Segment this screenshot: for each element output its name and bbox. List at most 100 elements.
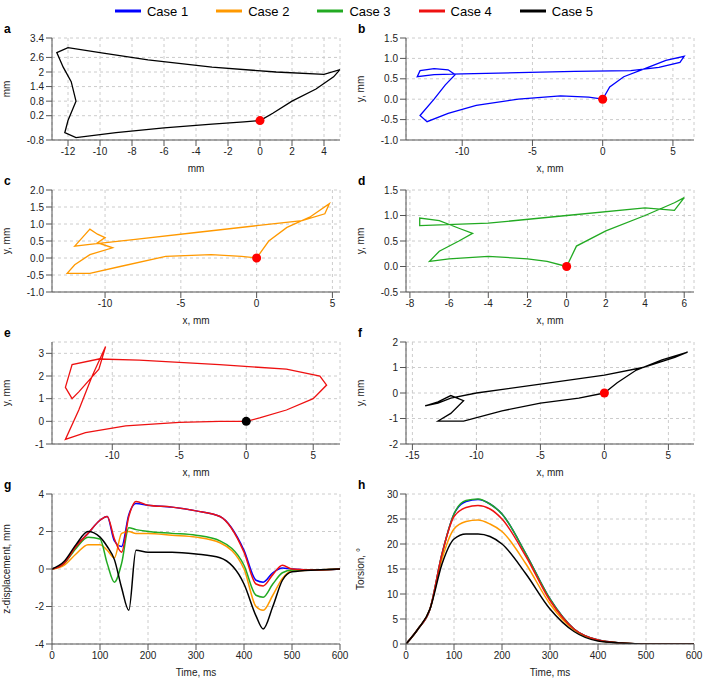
svg-text:1.4: 1.4 <box>30 81 44 92</box>
svg-text:2: 2 <box>38 67 44 78</box>
svg-text:2.0: 2.0 <box>30 185 44 196</box>
svg-text:mm: mm <box>1 81 12 98</box>
svg-text:Time, ms: Time, ms <box>176 667 217 678</box>
svg-text:Time, ms: Time, ms <box>530 667 571 678</box>
svg-text:0.0: 0.0 <box>30 253 44 264</box>
svg-text:y, mm: y, mm <box>355 228 366 254</box>
svg-text:-2: -2 <box>35 601 44 612</box>
svg-text:x, mm: x, mm <box>536 163 563 174</box>
svg-text:2: 2 <box>289 146 295 157</box>
svg-text:x, mm: x, mm <box>536 467 563 478</box>
svg-text:6: 6 <box>681 298 687 309</box>
svg-text:-5: -5 <box>176 298 185 309</box>
svg-text:-0.5: -0.5 <box>381 114 399 125</box>
svg-text:-2: -2 <box>523 298 532 309</box>
svg-text:1: 1 <box>38 393 44 404</box>
svg-text:500: 500 <box>638 650 655 661</box>
svg-text:600: 600 <box>332 650 349 661</box>
svg-text:-5: -5 <box>536 450 545 461</box>
svg-text:-8: -8 <box>128 146 137 157</box>
svg-text:500: 500 <box>284 650 301 661</box>
svg-text:-8: -8 <box>405 298 414 309</box>
svg-text:5: 5 <box>330 298 336 309</box>
svg-text:2: 2 <box>603 298 609 309</box>
svg-text:x, mm: x, mm <box>182 315 209 326</box>
svg-text:400: 400 <box>590 650 607 661</box>
svg-text:0.0: 0.0 <box>384 94 398 105</box>
svg-text:5: 5 <box>670 146 676 157</box>
svg-text:-15: -15 <box>405 450 420 461</box>
svg-text:0: 0 <box>38 416 44 427</box>
svg-text:y, mm: y, mm <box>1 380 12 406</box>
svg-text:mm: mm <box>188 163 205 174</box>
svg-text:0: 0 <box>403 650 409 661</box>
svg-text:0.2: 0.2 <box>30 110 44 121</box>
svg-text:1.0: 1.0 <box>30 219 44 230</box>
svg-text:x, mm: x, mm <box>536 315 563 326</box>
svg-text:-6: -6 <box>160 146 169 157</box>
svg-text:10: 10 <box>387 589 399 600</box>
svg-text:-5: -5 <box>175 450 184 461</box>
svg-text:-0.5: -0.5 <box>381 287 399 298</box>
svg-text:-1: -1 <box>389 413 398 424</box>
svg-text:-1.0: -1.0 <box>27 287 45 298</box>
svg-text:1.0: 1.0 <box>384 53 398 64</box>
svg-text:25: 25 <box>387 514 399 525</box>
svg-text:-10: -10 <box>469 450 484 461</box>
svg-text:-4: -4 <box>484 298 493 309</box>
svg-text:30: 30 <box>387 489 399 500</box>
svg-text:300: 300 <box>188 650 205 661</box>
svg-text:0.5: 0.5 <box>30 236 44 247</box>
svg-text:1: 1 <box>392 362 398 373</box>
svg-text:2: 2 <box>38 371 44 382</box>
svg-text:1.5: 1.5 <box>384 185 398 196</box>
svg-text:0: 0 <box>392 388 398 399</box>
svg-text:x, mm: x, mm <box>182 467 209 478</box>
svg-text:-4: -4 <box>192 146 201 157</box>
svg-text:5: 5 <box>666 450 672 461</box>
svg-text:-10: -10 <box>93 146 108 157</box>
svg-text:-4: -4 <box>35 639 44 650</box>
svg-text:0.8: 0.8 <box>30 96 44 107</box>
svg-text:0.0: 0.0 <box>384 261 398 272</box>
svg-text:0: 0 <box>257 146 263 157</box>
svg-text:2.6: 2.6 <box>30 52 44 63</box>
svg-text:0.5: 0.5 <box>384 73 398 84</box>
svg-text:-0.8: -0.8 <box>27 135 45 146</box>
svg-text:300: 300 <box>542 650 559 661</box>
svg-text:400: 400 <box>236 650 253 661</box>
svg-text:5: 5 <box>392 614 398 625</box>
svg-text:-2: -2 <box>389 439 398 450</box>
svg-text:0: 0 <box>38 564 44 575</box>
svg-text:y, mm: y, mm <box>355 76 366 102</box>
svg-text:-0.5: -0.5 <box>27 270 45 281</box>
svg-text:Torsion, °: Torsion, ° <box>355 548 366 590</box>
svg-text:20: 20 <box>387 539 399 550</box>
svg-text:z-displacement, mm: z-displacement, mm <box>1 524 12 613</box>
svg-text:-6: -6 <box>445 298 454 309</box>
svg-text:2: 2 <box>38 526 44 537</box>
svg-text:4: 4 <box>642 298 648 309</box>
svg-text:3: 3 <box>38 348 44 359</box>
svg-text:-12: -12 <box>61 146 76 157</box>
svg-text:4: 4 <box>321 146 327 157</box>
svg-text:0: 0 <box>564 298 570 309</box>
svg-text:600: 600 <box>686 650 703 661</box>
svg-text:y, mm: y, mm <box>1 228 12 254</box>
svg-text:4: 4 <box>38 489 44 500</box>
svg-text:-5: -5 <box>528 146 537 157</box>
svg-text:15: 15 <box>387 564 399 575</box>
svg-text:0: 0 <box>49 650 55 661</box>
svg-text:-1.0: -1.0 <box>381 135 399 146</box>
svg-text:0: 0 <box>254 298 260 309</box>
svg-text:1.0: 1.0 <box>384 210 398 221</box>
svg-text:100: 100 <box>446 650 463 661</box>
svg-text:-10: -10 <box>105 450 120 461</box>
svg-text:-10: -10 <box>98 298 113 309</box>
svg-text:1.5: 1.5 <box>384 33 398 44</box>
svg-text:-2: -2 <box>224 146 233 157</box>
svg-text:1.5: 1.5 <box>30 202 44 213</box>
svg-text:2: 2 <box>392 337 398 348</box>
svg-text:y, mm: y, mm <box>355 380 366 406</box>
svg-text:0: 0 <box>243 450 249 461</box>
